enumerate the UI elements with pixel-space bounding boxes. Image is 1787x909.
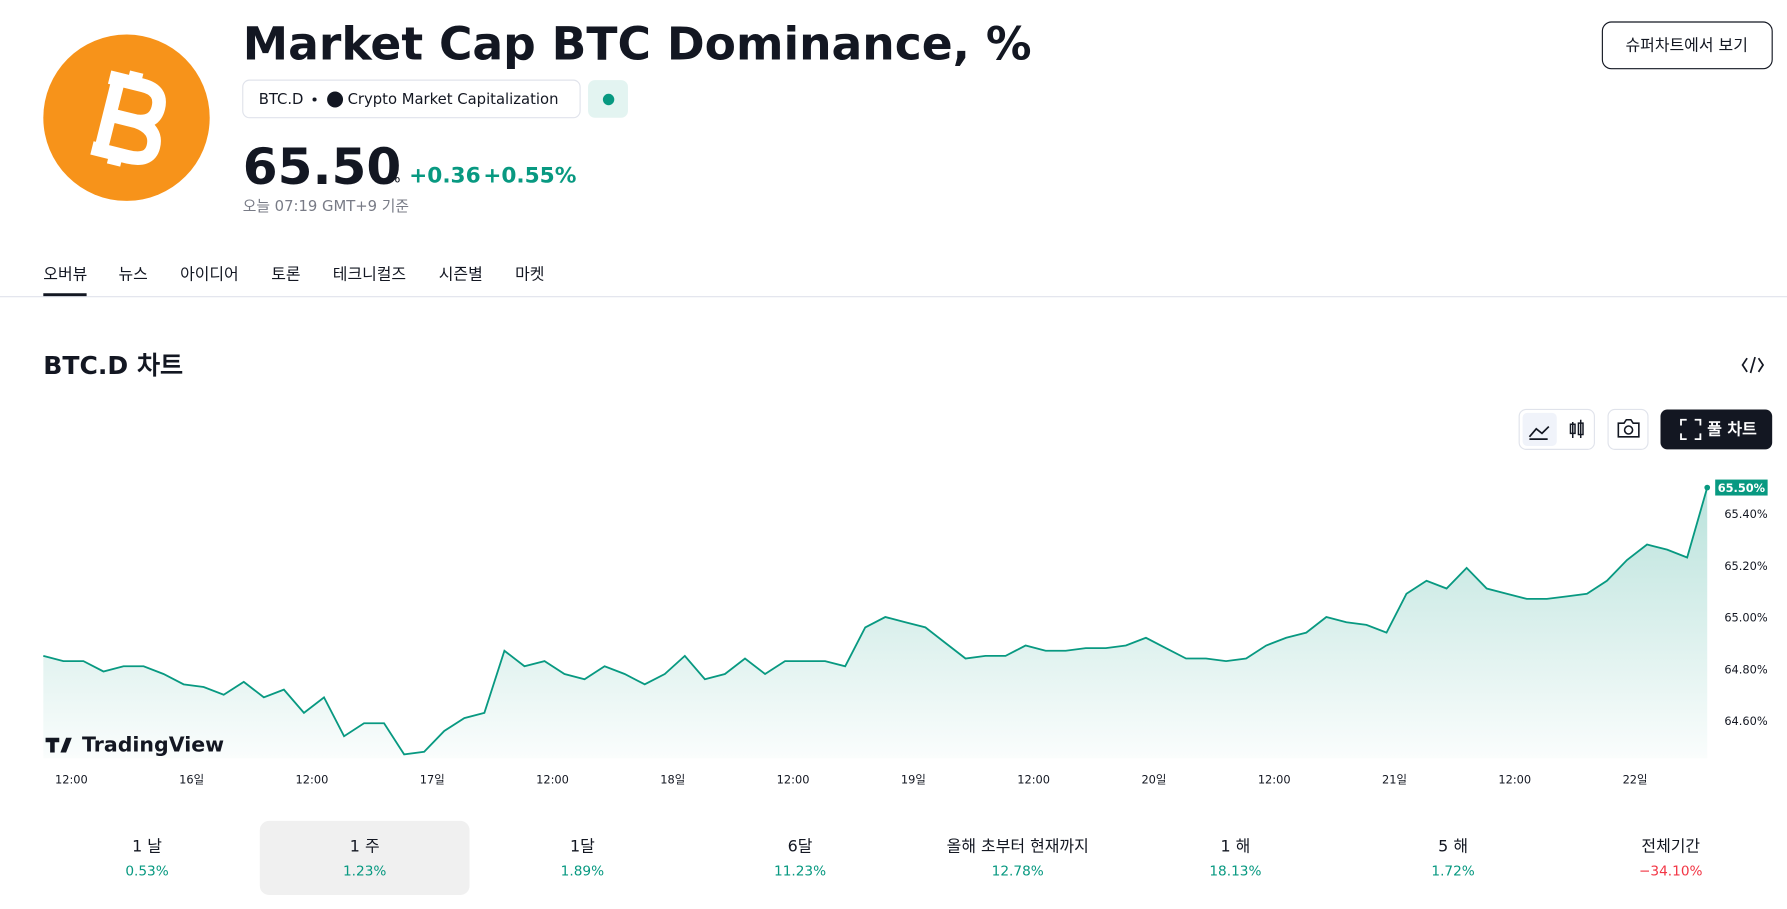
full-chart-button[interactable] xyxy=(1660,409,1773,450)
supercharts-button[interactable] xyxy=(1601,21,1773,70)
x-tick-label: 12:00 xyxy=(536,772,569,786)
period-value: 18.13% xyxy=(1209,864,1261,880)
unit: % xyxy=(387,171,400,187)
period-value: 1.72% xyxy=(1431,864,1474,880)
logo-glyph xyxy=(90,70,166,167)
tab[interactable]: 오버뷰 xyxy=(43,265,87,284)
tab[interactable]: 시즌별 xyxy=(439,265,483,284)
symbol: BTC.D xyxy=(259,91,304,108)
x-tick-label: 21일 xyxy=(1382,772,1407,786)
tab[interactable]: 마켓 xyxy=(515,265,544,284)
snapshot-button[interactable] xyxy=(1607,408,1649,450)
x-tick-label: 12:00 xyxy=(777,772,810,786)
change: +0.36 xyxy=(409,164,481,189)
watermark: TradingView xyxy=(82,732,224,756)
last-point xyxy=(1704,484,1711,491)
tab[interactable]: 뉴스 xyxy=(119,265,148,284)
x-tick-label: 12:00 xyxy=(1498,772,1531,786)
tv-logo xyxy=(45,737,72,753)
fullscreen-icon xyxy=(1680,418,1702,441)
period-value: 12.78% xyxy=(992,864,1044,880)
y-tick-label: 64.60% xyxy=(1724,714,1768,728)
candle-icon[interactable] xyxy=(1569,419,1584,438)
line xyxy=(43,487,1709,756)
x-tick-label: 12:00 xyxy=(296,772,329,786)
section-title[interactable]: BTC.D 차트 xyxy=(43,351,183,380)
y-tick-label: 65.00% xyxy=(1724,611,1768,625)
tab[interactable]: 아이디어 xyxy=(180,265,239,284)
dot xyxy=(312,97,317,102)
tab-underline xyxy=(43,293,87,297)
status-dot xyxy=(602,93,615,106)
y-tick-label: 65.40% xyxy=(1724,507,1768,521)
x-tick-label: 19일 xyxy=(901,772,926,786)
exchange-icon xyxy=(327,91,344,108)
x-tick-label: 20일 xyxy=(1141,772,1166,786)
tab[interactable]: 토론 xyxy=(271,265,300,284)
x-tick-label: 17일 xyxy=(420,772,445,786)
symbol-chip[interactable] xyxy=(242,79,581,119)
period-label[interactable]: 전체기간 xyxy=(1641,837,1700,856)
period-value: 1.23% xyxy=(343,864,386,880)
camera-lens xyxy=(1623,425,1634,435)
period-label[interactable]: 올해 초부터 현재까지 xyxy=(947,837,1089,856)
tab[interactable]: 테크니컬즈 xyxy=(333,265,406,284)
title: Market Cap BTC Dominance, % xyxy=(243,18,1032,71)
period-label[interactable]: 5 해 xyxy=(1438,837,1468,856)
period-value: 11.23% xyxy=(774,864,826,880)
period-label[interactable]: 1 주 xyxy=(350,837,380,856)
x-tick-label: 12:00 xyxy=(1258,772,1291,786)
x-tick-label: 12:00 xyxy=(1017,772,1050,786)
period-label[interactable]: 1 날 xyxy=(132,837,162,856)
x-tick-label: 12:00 xyxy=(55,772,88,786)
period-value: 1.89% xyxy=(561,864,604,880)
time: 오늘 07:19 GMT+9 기준 xyxy=(243,198,409,215)
area-type-button[interactable] xyxy=(1522,412,1557,446)
period-selected xyxy=(259,820,470,895)
last-label: 65.50% xyxy=(1718,481,1766,495)
period-value: −34.10% xyxy=(1639,864,1703,880)
last-label-bg xyxy=(1715,479,1768,496)
period-label[interactable]: 1 해 xyxy=(1220,837,1250,856)
area-icon xyxy=(1528,425,1550,440)
camera-icon xyxy=(1617,418,1640,438)
embed-icon[interactable] xyxy=(1741,356,1765,374)
price: 65.50 xyxy=(243,137,402,196)
period-label[interactable]: 1달 xyxy=(570,837,595,856)
y-tick-label: 65.20% xyxy=(1724,559,1768,573)
period-value: 0.53% xyxy=(125,864,168,880)
button-label: 슈퍼차트에서 보기 xyxy=(1626,35,1748,54)
change-pct: +0.55% xyxy=(483,164,576,189)
x-tick-label: 18일 xyxy=(660,772,685,786)
exchange: Crypto Market Capitalization xyxy=(348,91,559,108)
period-label[interactable]: 6달 xyxy=(788,837,813,856)
full-chart-label: 풀 차트 xyxy=(1707,420,1757,439)
x-tick-label: 16일 xyxy=(179,772,204,786)
y-tick-label: 64.80% xyxy=(1724,662,1768,676)
x-tick-label: 22일 xyxy=(1623,772,1648,786)
